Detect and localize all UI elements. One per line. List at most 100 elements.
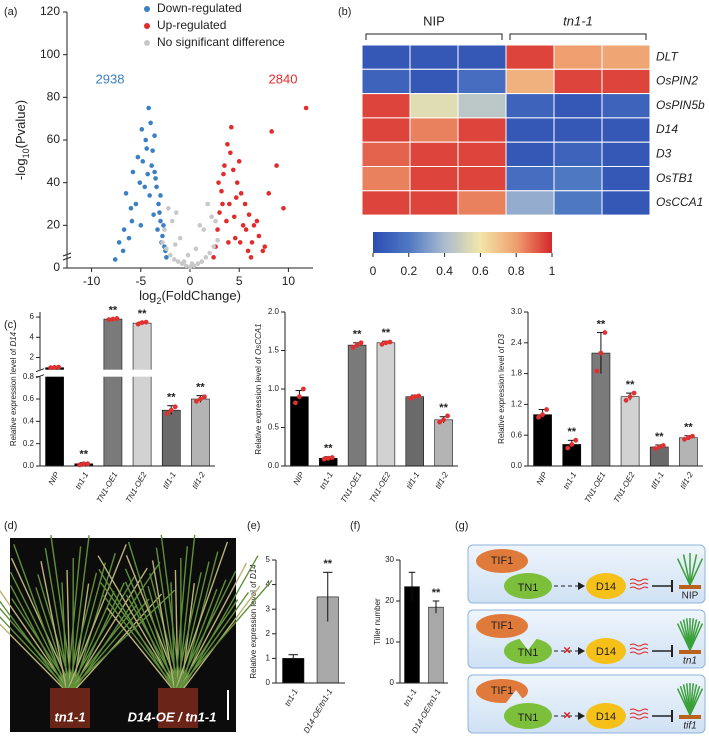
plant-leaf: [66, 604, 138, 693]
bar: [404, 586, 420, 684]
x-tick-label: 5: [236, 274, 243, 288]
plant-leaf: [124, 581, 176, 693]
y-axis-label: Tiller number: [373, 598, 382, 645]
row-label: OsCCA1: [656, 195, 703, 209]
heatmap-cell: [361, 190, 411, 216]
data-point: [181, 259, 187, 264]
heatmap-cell: [409, 93, 459, 119]
bar: [103, 318, 123, 467]
heatmap-cell: [601, 93, 651, 119]
heatmap-cell: [361, 68, 411, 95]
heatmap-cell: [553, 93, 603, 119]
error-bar: [288, 654, 298, 663]
signal-wave: [629, 712, 649, 716]
plant-leaf: [40, 561, 68, 693]
data-point: [116, 240, 122, 245]
data-point: [215, 237, 220, 243]
data-point: [171, 257, 177, 262]
y-axis-label-part: Relative expression level of: [254, 355, 263, 455]
heatmap-cell: [457, 166, 507, 192]
tn1-protein: [504, 573, 552, 599]
row-label: OsPIN5b: [656, 98, 705, 112]
heatmap-cell: [505, 93, 555, 119]
legend-label: Down-regulated: [157, 1, 242, 15]
protein-label: TIF1: [491, 620, 514, 632]
data-point: [242, 201, 248, 207]
replicate-point: [52, 365, 57, 370]
data-point: [203, 255, 209, 260]
significance-label: **: [353, 329, 362, 341]
significance-label: **: [382, 327, 391, 339]
bar: [347, 344, 367, 467]
block-mark: ×: [563, 707, 571, 722]
axis-break: [35, 368, 45, 373]
legend-marker: [144, 6, 150, 12]
photo-background: [10, 538, 236, 732]
x-axis-label: log2(FoldChange): [139, 288, 241, 306]
data-point: [225, 141, 230, 147]
data-point: [169, 218, 175, 224]
y-axis-label: Relative expression level of OsCCA1: [254, 323, 263, 454]
error-bar: [432, 600, 440, 614]
heatmap-cell: [409, 141, 459, 167]
heatmap-cell: [553, 68, 603, 95]
data-point: [148, 120, 153, 126]
group-label: tn1-1: [563, 13, 593, 28]
data-point: [154, 184, 159, 190]
data-point: [222, 163, 227, 168]
replicate-point: [441, 417, 446, 423]
plant-leaf: [66, 574, 136, 693]
data-point: [231, 214, 237, 220]
y-tick-label: 0.0: [23, 461, 35, 470]
data-point: [269, 129, 274, 134]
data-point: [149, 163, 154, 168]
y-tick-label: 0: [390, 678, 395, 687]
legend-label: Up-regulated: [157, 18, 226, 32]
data-point: [151, 212, 156, 217]
replicate-point: [172, 404, 178, 410]
data-point: [135, 154, 141, 160]
replicate-point: [536, 414, 541, 420]
bar: [649, 446, 669, 467]
x-tick-label: tif1-2: [433, 470, 450, 490]
data-point: [158, 218, 163, 224]
x-tick-label: D14-OE/tn1-1: [302, 688, 334, 735]
y-tick-label: 0: [53, 260, 60, 274]
data-point: [211, 244, 216, 249]
x-tick-label: -5: [135, 274, 146, 288]
data-point: [175, 259, 181, 264]
x-tick-label: TN1-OE2: [612, 470, 637, 504]
soil: [679, 715, 701, 719]
data-point: [260, 248, 266, 254]
plant-leaf: [98, 568, 176, 693]
heatmap-cell: [505, 166, 555, 192]
replicate-point: [540, 412, 545, 418]
y-tick-label: 0.2: [23, 439, 35, 448]
y-tick-label: 0.5: [268, 423, 280, 432]
data-point: [266, 191, 272, 196]
replicate-point: [652, 446, 658, 451]
protein-label: D14: [596, 646, 616, 658]
data-point: [251, 223, 257, 228]
replicate-point: [77, 462, 83, 468]
x-tick-label: TN1-OE2: [368, 470, 393, 504]
data-point: [213, 218, 218, 224]
replicate-point: [198, 396, 203, 402]
panel-label: (g): [455, 520, 468, 532]
data-point: [224, 218, 229, 224]
bar: [405, 396, 424, 467]
data-point: [228, 150, 233, 156]
y-tick-label: 120: [40, 4, 60, 18]
replicate-point: [445, 413, 450, 419]
data-point: [142, 184, 148, 190]
data-point: [216, 180, 221, 185]
protein-label: TN1: [518, 582, 539, 594]
y-tick-label: 80: [47, 90, 61, 104]
x-tick-label: 10: [282, 274, 296, 288]
significance-label: **: [432, 587, 441, 599]
panel-label: (d): [4, 520, 17, 532]
heatmap-cell: [457, 44, 507, 70]
significance-label: **: [324, 443, 333, 455]
plant-leaf: [170, 582, 176, 693]
